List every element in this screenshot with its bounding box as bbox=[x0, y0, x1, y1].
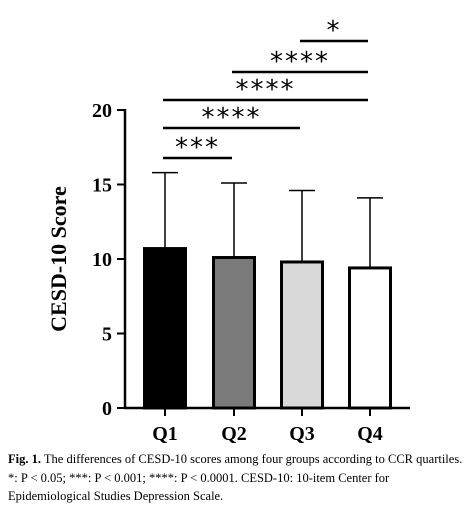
bar-Q2 bbox=[212, 256, 256, 410]
figure-label: Fig. 1. bbox=[8, 452, 41, 466]
significance-stars: **** bbox=[236, 75, 296, 105]
y-tick-label: 0 bbox=[102, 398, 112, 420]
bar-Q1 bbox=[143, 247, 187, 410]
figure-caption-text: The differences of CESD-10 scores among … bbox=[8, 452, 463, 503]
y-axis-label: CESD-10 Score bbox=[46, 186, 71, 332]
x-tick-label: Q2 bbox=[221, 423, 247, 445]
significance-stars: *** bbox=[175, 133, 220, 163]
x-tick-label: Q3 bbox=[289, 423, 315, 445]
x-tick-label: Q4 bbox=[357, 423, 383, 445]
y-tick-label: 10 bbox=[92, 249, 112, 271]
y-tick-label: 15 bbox=[92, 175, 112, 197]
x-tick-label: Q1 bbox=[152, 423, 178, 445]
significance-stars: * bbox=[327, 16, 342, 46]
significance-stars: **** bbox=[270, 47, 330, 77]
y-tick-label: 5 bbox=[102, 324, 112, 346]
significance-stars: **** bbox=[202, 103, 262, 133]
bar-Q4 bbox=[348, 266, 392, 410]
figure-caption: Fig. 1. The differences of CESD-10 score… bbox=[8, 450, 470, 506]
bar-Q3 bbox=[280, 260, 324, 410]
y-tick-label: 20 bbox=[92, 100, 112, 122]
